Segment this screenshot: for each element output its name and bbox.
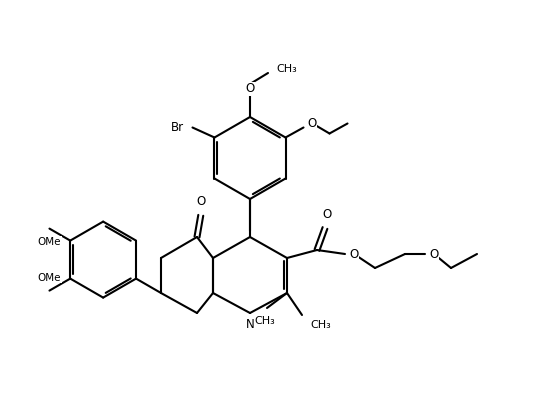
- Text: OMe: OMe: [38, 273, 61, 283]
- Text: H: H: [258, 318, 266, 328]
- Text: OMe: OMe: [38, 236, 61, 247]
- Text: O: O: [308, 117, 317, 130]
- Text: O: O: [246, 82, 255, 95]
- Text: O: O: [429, 247, 438, 260]
- Text: CH₃: CH₃: [310, 320, 331, 330]
- Text: N: N: [246, 318, 254, 331]
- Text: O: O: [196, 195, 206, 208]
- Text: O: O: [349, 247, 358, 260]
- Text: O: O: [323, 208, 332, 221]
- Text: Br: Br: [171, 121, 184, 134]
- Text: CH₃: CH₃: [255, 316, 276, 326]
- Text: CH₃: CH₃: [276, 64, 297, 74]
